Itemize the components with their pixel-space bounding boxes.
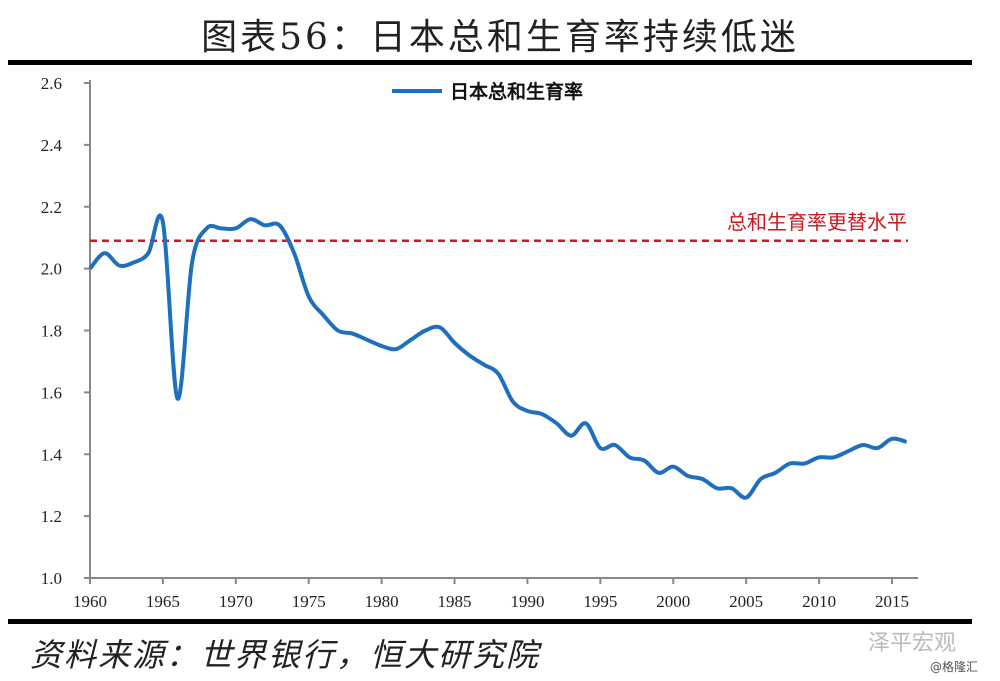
y-tick-label: 1.0 bbox=[41, 569, 62, 588]
x-tick-label: 2000 bbox=[656, 592, 690, 611]
source-note: 资料来源：世界银行，恒大研究院 bbox=[30, 636, 541, 674]
x-tick-label: 1990 bbox=[510, 592, 544, 611]
legend-label: 日本总和生育率 bbox=[450, 80, 583, 103]
y-tick-label: 1.8 bbox=[41, 322, 62, 341]
x-tick-label: 1995 bbox=[583, 592, 617, 611]
y-tick-label: 2.0 bbox=[41, 260, 62, 279]
y-tick-label: 2.2 bbox=[41, 198, 62, 217]
chart-title: 图表56：日本总和生育率持续低迷 bbox=[201, 17, 799, 58]
bottom-rule bbox=[8, 619, 972, 624]
x-tick-label: 1975 bbox=[292, 592, 326, 611]
replacement-level-label: 总和生育率更替水平 bbox=[727, 210, 907, 234]
y-tick-label: 1.4 bbox=[41, 445, 63, 464]
series-line bbox=[88, 213, 908, 500]
y-tick-label: 1.2 bbox=[41, 507, 62, 526]
x-tick-label: 2015 bbox=[875, 592, 909, 611]
x-tick-label: 1980 bbox=[365, 592, 399, 611]
x-tick-label: 1960 bbox=[73, 592, 107, 611]
x-tick-label: 2005 bbox=[729, 592, 763, 611]
x-tick-label: 2010 bbox=[802, 592, 836, 611]
y-tick-label: 2.4 bbox=[41, 136, 63, 155]
watermark: 泽平宏观 bbox=[868, 631, 957, 656]
top-rule bbox=[8, 60, 972, 65]
x-tick-label: 1970 bbox=[219, 592, 253, 611]
y-tick-label: 2.6 bbox=[41, 74, 62, 93]
y-tick-label: 1.6 bbox=[41, 383, 62, 402]
x-tick-label: 1985 bbox=[438, 592, 472, 611]
x-tick-label: 1965 bbox=[146, 592, 180, 611]
watermark-sub: @格隆汇 bbox=[930, 660, 979, 674]
